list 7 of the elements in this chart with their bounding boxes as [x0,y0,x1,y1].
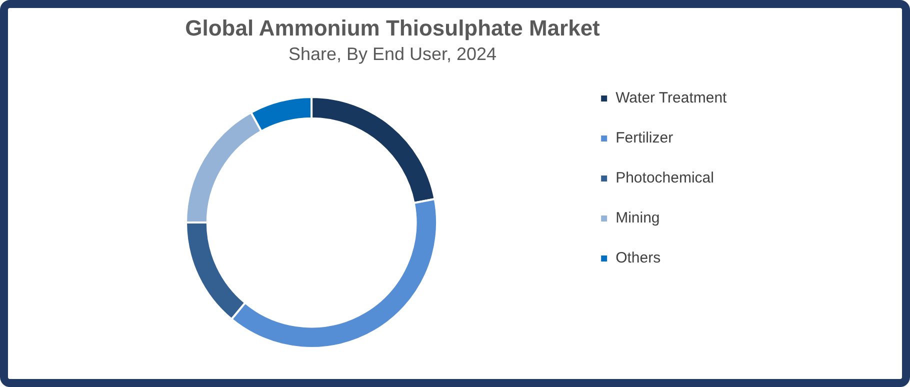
chart-subtitle: Share, By End User, 2024 [288,44,497,64]
chart-title: Global Ammonium Thiosulphate Market [185,15,601,40]
legend-label: Photochemical [616,170,714,187]
legend-label: Water Treatment [616,90,728,107]
legend-label: Fertilizer [616,130,674,147]
legend-label: Mining [616,210,660,227]
legend-label: Others [616,250,661,267]
